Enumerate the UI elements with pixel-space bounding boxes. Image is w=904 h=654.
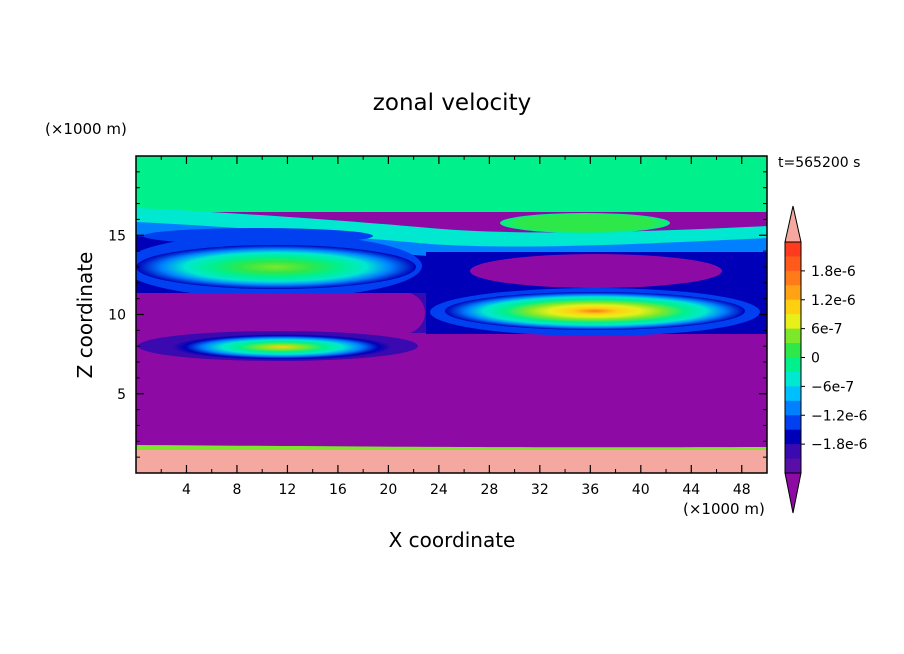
x-ticks: 4 8 12 16 20 24 28 32 36 40 44 48 <box>160 156 751 498</box>
z-tick-label: 15 <box>108 228 126 244</box>
region-jet-left <box>136 245 416 289</box>
colorbar-label: 1.2e-6 <box>811 293 856 309</box>
colorbar-swatch <box>785 343 801 358</box>
colorbar-label: 6e-7 <box>811 322 842 338</box>
chart-title: zonal velocity <box>372 90 532 116</box>
x-tick-label: 8 <box>232 482 241 498</box>
z-tick-label: 5 <box>117 387 126 403</box>
colorbar-swatch <box>785 415 801 431</box>
x-tick-label: 24 <box>430 482 448 498</box>
region-left-edge <box>410 293 426 333</box>
z-unit-label: (×1000 m) <box>45 120 127 138</box>
colorbar-swatch <box>785 357 801 373</box>
region-jet-right <box>445 292 745 330</box>
colorbar-label: −1.2e-6 <box>811 408 868 424</box>
x-axis-label: X coordinate <box>388 528 516 552</box>
x-tick-label: 12 <box>279 482 297 498</box>
colorbar-label: −1.8e-6 <box>811 437 868 453</box>
x-tick-label: 36 <box>581 482 599 498</box>
colorbar-swatch <box>785 429 801 445</box>
region-right-purple <box>470 254 722 288</box>
x-tick-label: 4 <box>182 482 191 498</box>
x-tick-label: 40 <box>632 482 650 498</box>
colorbar-under-triangle <box>784 472 802 514</box>
colorbar-swatch <box>785 242 801 257</box>
x-tick-label: 16 <box>329 482 347 498</box>
region-jet-lower-left <box>172 334 392 360</box>
colorbar-swatch <box>785 285 801 301</box>
colorbar-swatch <box>785 299 801 315</box>
contour-field <box>136 156 767 473</box>
colorbar-label: 0 <box>811 351 820 367</box>
x-tick-label: 44 <box>682 482 700 498</box>
colorbar-swatch <box>785 444 801 460</box>
z-ticks: 5 10 15 <box>108 171 767 458</box>
colorbar-label: 1.8e-6 <box>811 264 856 280</box>
time-label: t=565200 s <box>778 155 861 171</box>
colorbar-over-triangle <box>784 205 802 243</box>
colorbar-swatch <box>785 458 801 474</box>
x-tick-label: 20 <box>379 482 397 498</box>
region-jet-left-band <box>143 228 373 244</box>
region-upper-layer <box>136 156 767 212</box>
colorbar-swatch <box>785 256 801 272</box>
region-left-purple <box>136 293 426 333</box>
colorbar-swatch <box>785 386 801 402</box>
x-unit-label: (×1000 m) <box>683 500 765 518</box>
colorbar-label: −6e-7 <box>811 379 854 395</box>
colorbar-swatch <box>785 314 801 330</box>
colorbar-swatch <box>785 400 801 416</box>
z-tick-label: 10 <box>108 308 126 324</box>
region-bottom <box>136 450 767 473</box>
region-jet-right-upper <box>500 213 670 233</box>
colorbar: 1.8e-6 1.2e-6 6e-7 0 −6e-7 −1.2e-6 −1.8e-6 <box>784 205 868 514</box>
x-tick-label: 48 <box>733 482 751 498</box>
colorbar-swatch <box>785 371 801 387</box>
colorbar-swatch <box>785 328 801 344</box>
x-tick-label: 28 <box>480 482 498 498</box>
colorbar-swatch <box>785 270 801 286</box>
region-transition-cyan <box>136 208 767 251</box>
x-tick-label: 32 <box>531 482 549 498</box>
